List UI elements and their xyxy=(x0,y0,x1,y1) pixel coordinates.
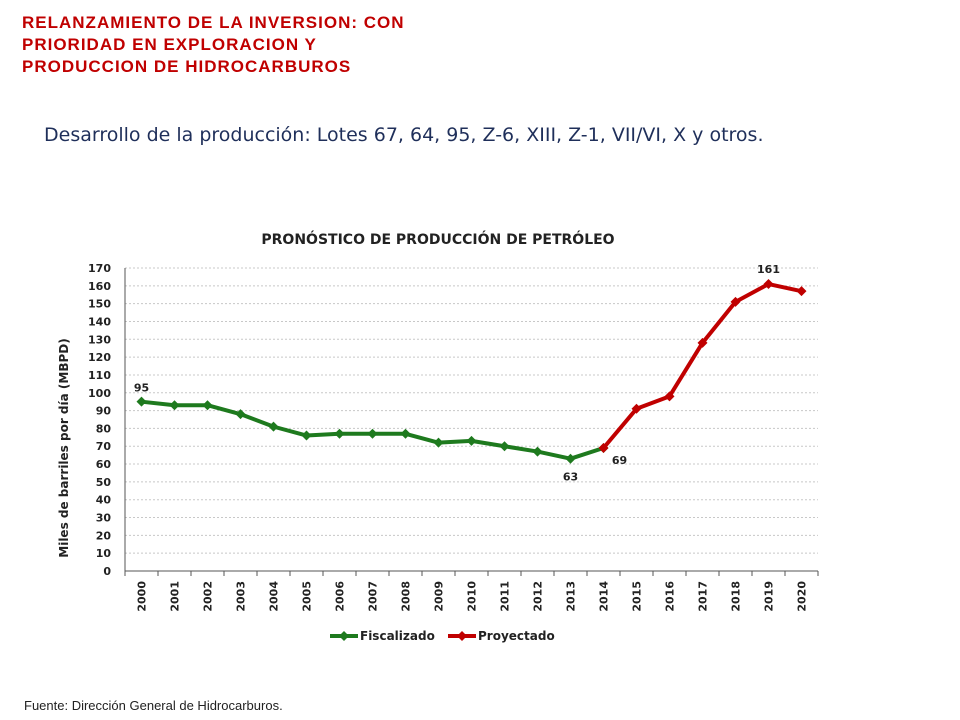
data-point xyxy=(631,403,642,414)
x-tick-label: 2001 xyxy=(169,581,182,612)
x-tick-label: 2014 xyxy=(598,581,611,612)
data-point xyxy=(697,337,708,348)
x-tick-label: 2013 xyxy=(565,581,578,612)
x-tick-label: 2020 xyxy=(796,581,809,612)
x-tick-label: 2011 xyxy=(499,581,512,612)
legend-item: Fiscalizado xyxy=(330,629,435,643)
data-point xyxy=(169,400,180,411)
legend-swatch-marker xyxy=(339,631,349,641)
source-note: Fuente: Dirección General de Hidrocarbur… xyxy=(24,698,283,713)
x-tick-label: 2002 xyxy=(202,581,215,612)
y-tick-label: 110 xyxy=(88,369,111,382)
y-tick-label: 170 xyxy=(88,262,111,275)
y-tick-label: 130 xyxy=(88,333,111,346)
x-tick-label: 2012 xyxy=(532,581,545,612)
data-labels: 95 63 69 161 xyxy=(134,263,780,484)
data-point xyxy=(136,396,147,407)
y-tick-label: 80 xyxy=(96,422,112,435)
y-tick-label: 90 xyxy=(96,405,112,418)
data-point xyxy=(499,441,510,452)
x-tick-label: 2004 xyxy=(268,581,281,612)
series-proyectado xyxy=(598,279,807,454)
y-tick-label: 140 xyxy=(88,315,111,328)
slide-title: RELANZAMIENTO DE LA INVERSION: CON PRIOR… xyxy=(22,12,622,78)
legend-swatch-marker xyxy=(457,631,467,641)
data-point xyxy=(367,428,378,439)
data-point xyxy=(565,453,576,464)
y-tick-label: 120 xyxy=(88,351,111,364)
data-point xyxy=(334,428,345,439)
data-label: 69 xyxy=(612,454,627,467)
legend-label: Fiscalizado xyxy=(360,629,435,643)
data-label: 95 xyxy=(134,382,149,395)
grid-lines xyxy=(125,267,818,554)
series-fiscalizado xyxy=(136,396,609,464)
data-point xyxy=(664,391,675,402)
x-tick-label: 2007 xyxy=(367,581,380,612)
slide-subtitle: Desarrollo de la producción: Lotes 67, 6… xyxy=(44,124,764,146)
data-point xyxy=(268,421,279,432)
series xyxy=(136,279,807,464)
y-tick-label: 60 xyxy=(96,458,112,471)
data-label: 63 xyxy=(563,471,578,484)
chart-title: PRONÓSTICO DE PRODUCCIÓN DE PETRÓLEO xyxy=(261,230,614,248)
x-tick-label: 2005 xyxy=(301,581,314,612)
slide-title-line-2: PRIORIDAD EN EXPLORACION Y xyxy=(22,35,317,54)
x-tick-label: 2010 xyxy=(466,581,479,612)
series-line xyxy=(601,282,804,451)
x-tick-label: 2017 xyxy=(697,581,710,612)
y-tick-label: 10 xyxy=(96,547,112,560)
y-tick-label: 0 xyxy=(103,565,111,578)
x-tick-label: 2015 xyxy=(631,581,644,612)
y-tick-label: 30 xyxy=(96,512,112,525)
x-tick-label: 2019 xyxy=(763,581,776,612)
legend-label: Proyectado xyxy=(478,629,555,643)
x-tick-label: 2008 xyxy=(400,581,413,612)
x-tick-label: 2006 xyxy=(334,581,347,612)
y-tick-label: 20 xyxy=(96,529,112,542)
y-tick-label: 100 xyxy=(88,387,111,400)
x-tick-label: 2003 xyxy=(235,581,248,612)
data-point xyxy=(763,279,774,290)
y-tick-label: 160 xyxy=(88,280,111,293)
legend-item: Proyectado xyxy=(448,629,555,643)
legend: Fiscalizado Proyectado xyxy=(330,629,555,643)
x-tick-label: 2016 xyxy=(664,581,677,612)
x-tick-label: 2000 xyxy=(136,581,149,612)
data-point xyxy=(730,296,741,307)
data-point xyxy=(598,443,609,454)
data-point xyxy=(466,435,477,446)
y-axis-label: Miles de barriles por día (MBPD) xyxy=(57,338,71,557)
y-tick-label: 150 xyxy=(88,298,111,311)
y-tick-label: 40 xyxy=(96,494,112,507)
x-tick-label: 2009 xyxy=(433,581,446,612)
slide-title-line-3: PRODUCCION DE HIDROCARBUROS xyxy=(22,57,352,76)
data-point xyxy=(400,428,411,439)
slide-title-line-1: RELANZAMIENTO DE LA INVERSION: CON xyxy=(22,13,405,32)
y-tick-label: 50 xyxy=(96,476,112,489)
data-point xyxy=(532,446,543,457)
x-tick-label: 2018 xyxy=(730,581,743,612)
data-point xyxy=(796,286,807,297)
data-point xyxy=(433,437,444,448)
data-point xyxy=(202,400,213,411)
data-point xyxy=(235,409,246,420)
y-tick-label: 70 xyxy=(96,440,112,453)
axes: 0 10 20 30 40 50 60 70 80 90 100 110 120 130 140 150 160… xyxy=(88,262,819,612)
data-point xyxy=(301,430,312,441)
data-label: 161 xyxy=(757,263,780,276)
